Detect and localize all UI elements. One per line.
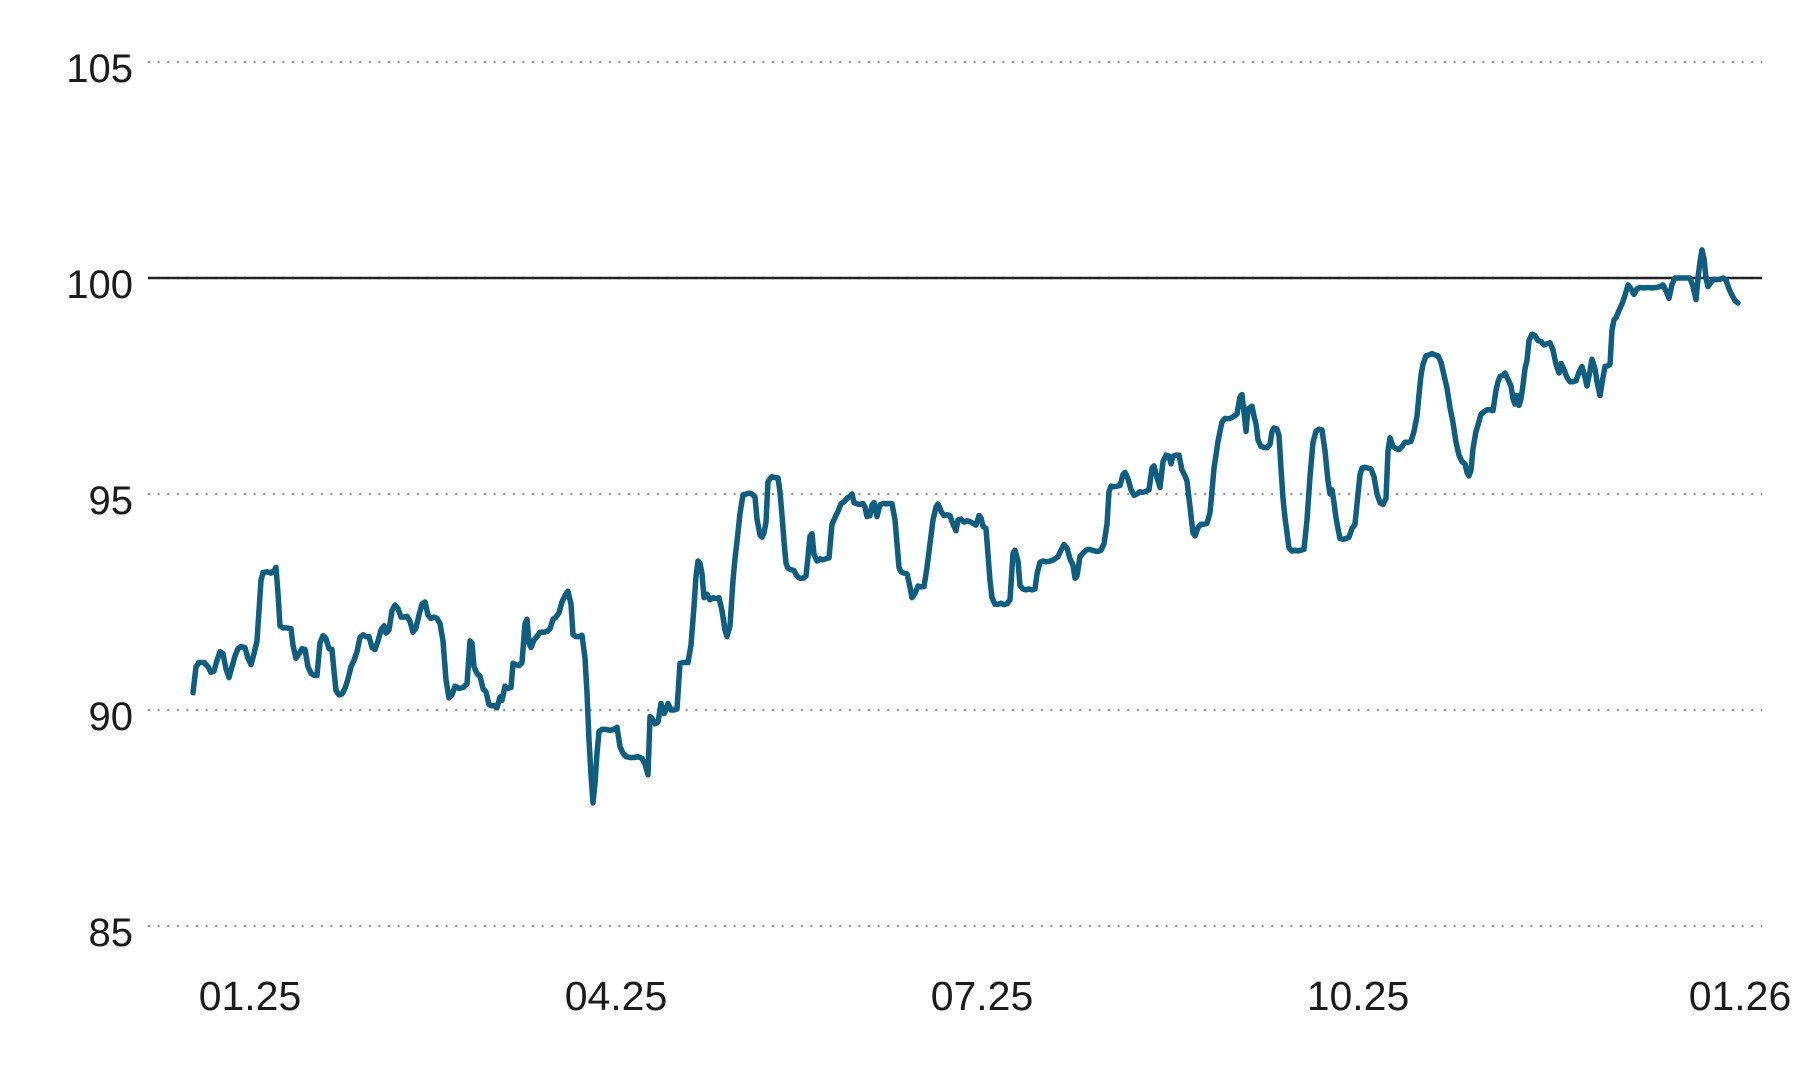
x-tick-label-01.25: 01.25 [198, 973, 302, 1019]
y-tick-label-85: 85 [88, 911, 134, 955]
y-tick-label-90: 90 [88, 695, 134, 739]
y-tick-label-105: 105 [66, 47, 133, 91]
index-line [190, 247, 1741, 806]
x-tick-label-10.25: 10.25 [1306, 973, 1410, 1019]
x-tick-label-07.25: 07.25 [930, 973, 1034, 1019]
y-tick-label-95: 95 [88, 479, 134, 523]
y-tick-label-100: 100 [66, 263, 133, 307]
x-tick-label-04.25: 04.25 [564, 973, 668, 1019]
x-tick-label-01.26: 01.26 [1688, 973, 1792, 1019]
